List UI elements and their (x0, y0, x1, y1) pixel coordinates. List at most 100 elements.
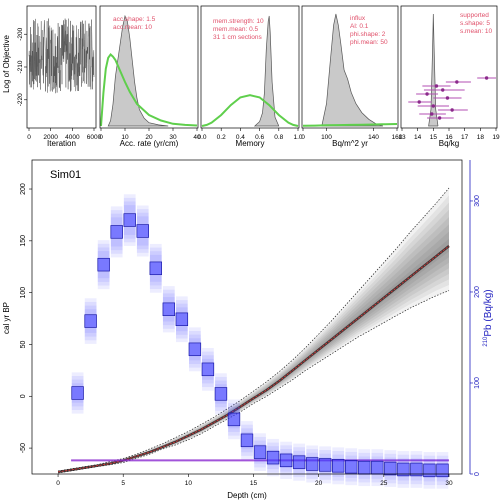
pb210-box (292, 455, 306, 469)
pb210-box (331, 459, 345, 473)
iteration-y-tick-label: -220 (17, 93, 24, 106)
main-x-tick-label: 30 (445, 480, 453, 487)
acc-x-tick-label: 30 (169, 134, 177, 141)
iteration-trace-line (28, 18, 95, 94)
main-y2-tick-label: 100 (474, 377, 481, 389)
supported-point (431, 104, 436, 108)
supported-point (484, 76, 489, 80)
iteration-x-tick-label: 4000 (65, 134, 80, 141)
panel-memory: 0.0 0.2 0.4 0.6 0.8 1.0 mem.strength: 10 mem.… (197, 5, 303, 148)
supported-point (437, 116, 442, 120)
pb210-box (410, 462, 423, 477)
supported-pb-series (71, 459, 449, 462)
main-panel-frame (31, 159, 463, 475)
memory-note-mean: mem.mean: 0.5 (213, 26, 259, 33)
pb210-box (266, 450, 280, 465)
memory-note-sections: 31 1 cm sections (213, 34, 263, 41)
acc-x-tick-label: 0 (99, 134, 103, 141)
supported-point (450, 108, 454, 112)
iteration-xlabel: Iteration (47, 139, 76, 148)
main-x-tick-label: 0 (56, 480, 60, 487)
influx-posterior (321, 13, 384, 127)
pb210-box (397, 462, 410, 477)
pb210-box (175, 312, 189, 326)
memory-xlabel: Memory (236, 139, 265, 148)
memory-x-tick-label: 1.0 (293, 134, 302, 141)
panel-supported: 13 14 15 16 17 18 19 supported s.shape: 5 s.me… (398, 5, 500, 148)
acc-x-tick-label: 10 (121, 134, 129, 141)
pb210-box (384, 461, 397, 476)
age-depth-lower-range (58, 290, 450, 474)
supported-points (408, 76, 496, 120)
supported-x-tick-label: 19 (492, 134, 500, 141)
pb210-box (240, 433, 254, 448)
acc-xaxis: 0 10 20 30 40 (99, 128, 201, 141)
pb210-box (227, 412, 241, 427)
iteration-x-tick-label: 6000 (87, 134, 102, 141)
influx-x-tick-label: 100 (321, 134, 332, 141)
iteration-x-tick-label: 2000 (43, 134, 58, 141)
panel-influx: 0 100 140 160 influx Al: 0.1 phi.shape: 2 p… (301, 5, 403, 148)
memory-prior (201, 94, 299, 127)
pb210-box (436, 463, 449, 478)
memory-x-tick-label: 0.6 (255, 134, 264, 141)
iteration-x-tick-label: 0 (27, 134, 31, 141)
supported-point (425, 92, 429, 96)
top-ylabel: Log of Objective (2, 35, 11, 93)
memory-x-tick-label: 0.4 (236, 134, 245, 141)
memory-x-tick-label: 0.8 (274, 134, 283, 141)
supported-xaxis: 13 14 15 16 17 18 19 (398, 128, 500, 141)
pb210-box (188, 342, 202, 357)
pb210-box (345, 459, 358, 474)
pb210-box (123, 213, 136, 227)
supported-point (455, 80, 459, 84)
influx-x-tick-label: 0 (301, 134, 305, 141)
pb210-box (162, 302, 176, 316)
pb210-box (71, 386, 84, 400)
memory-note-strength: mem.strength: 10 (213, 18, 264, 25)
iteration-xaxis: 0 2000 4000 6000 (27, 128, 102, 141)
acc-x-tick-label: 20 (145, 134, 153, 141)
influx-x-tick-label: 160 (392, 134, 403, 141)
main-yaxis-right: 0 100 200 300 (469, 160, 481, 476)
pb210-box (358, 460, 371, 475)
pb210-box (305, 457, 319, 471)
main-y2-tick-label: 0 (474, 472, 481, 476)
supported-x-tick-label: 13 (398, 134, 406, 141)
supported-x-tick-label: 14 (414, 134, 422, 141)
main-y-tick-label: -50 (20, 443, 27, 453)
supported-point (441, 88, 445, 92)
pb210-box (201, 362, 215, 377)
supported-note-shape: s.shape: 5 (460, 20, 490, 27)
main-xaxis: 0 5 10 15 20 25 30 (56, 474, 453, 487)
main-title: Sim01 (50, 169, 81, 181)
pb210-box (371, 460, 384, 475)
pb210-box (97, 257, 110, 272)
supported-x-tick-label: 18 (477, 134, 485, 141)
main-y-tick-label: 50 (20, 340, 27, 348)
main-x-tick-label: 5 (121, 480, 125, 487)
memory-posterior (253, 15, 280, 127)
supported-point (445, 96, 450, 100)
main-y2-tick-label: 200 (474, 286, 481, 298)
influx-prior (302, 123, 398, 127)
influx-note-phimean: phi.mean: 50 (350, 39, 388, 46)
panel-memory-frame (200, 5, 300, 129)
pb210-box (110, 225, 123, 239)
main-y-tick-label: 200 (20, 183, 27, 195)
iteration-trace (28, 18, 95, 94)
supported-xlabel: Bq/kg (439, 139, 459, 148)
pb210-box (253, 445, 267, 459)
main-xlabel: Depth (cm) (227, 491, 267, 500)
acc-posterior (107, 14, 169, 127)
main-y-tick-label: 100 (20, 287, 27, 299)
acc-note-mean: acc.mean: 10 (113, 24, 152, 31)
influx-xaxis: 0 100 140 160 (301, 128, 403, 141)
pb210-box (214, 387, 228, 401)
panel-acc: 0 10 20 30 40 acc.shape: 1.5 acc.mean: 10 Ac… (99, 5, 201, 148)
acc-prior (100, 53, 198, 127)
memory-xaxis: 0.0 0.2 0.4 0.6 0.8 1.0 (197, 128, 303, 141)
pb210-box (318, 458, 332, 472)
